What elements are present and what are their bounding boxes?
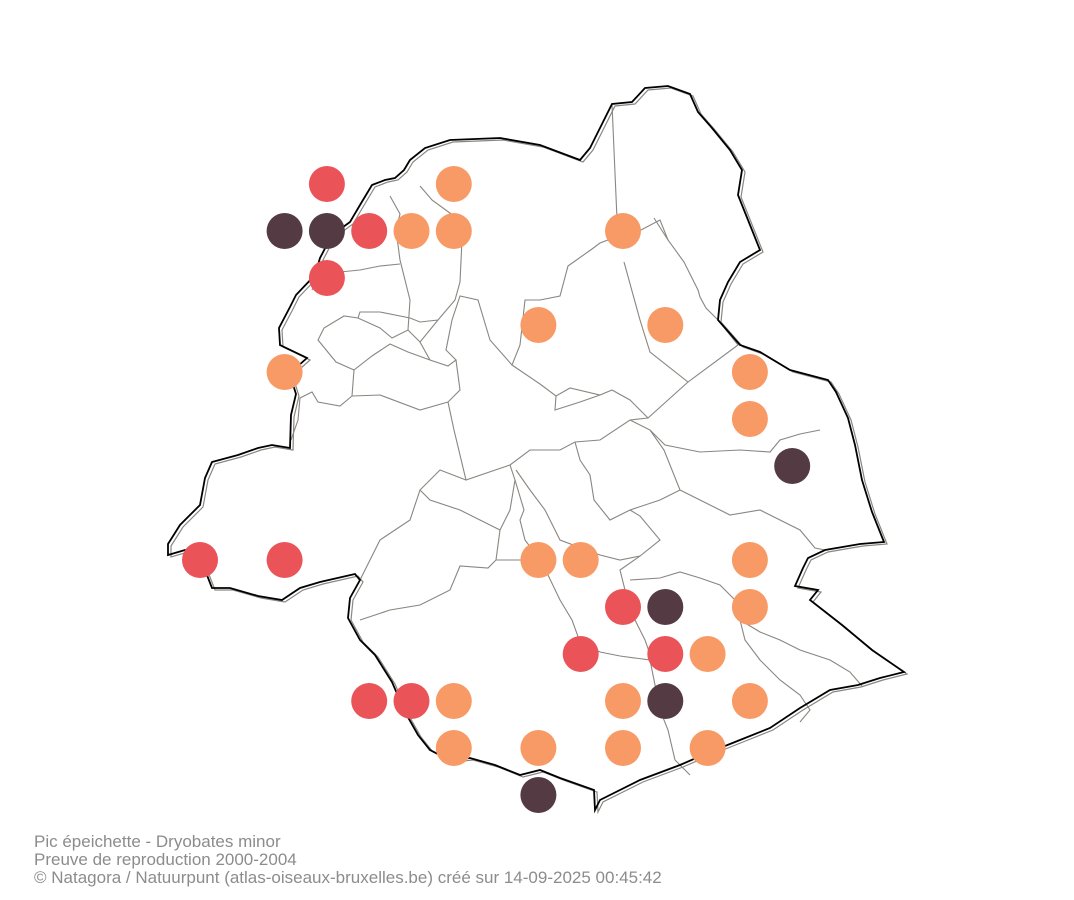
copyright-line: © Natagora / Natuurpunt (atlas-oiseaux-b… [34,868,662,887]
observation-dot-probable [647,636,684,672]
species-title: Pic épeichette - Dryobates minor [34,832,281,851]
observation-dot-possible [562,542,599,578]
observation-dot-probable [308,260,345,296]
observation-dot-probable [308,166,345,202]
observation-dot-certain [774,448,811,484]
observation-dot-possible [689,636,726,672]
observation-dot-possible [731,683,768,719]
observation-dot-possible [520,730,557,766]
observation-dot-certain [520,777,557,813]
observation-dot-probable [266,542,303,578]
observation-dot-possible [266,354,303,390]
observation-dot-certain [647,683,684,719]
observation-dot-possible [731,354,768,390]
observation-dot-probable [562,636,599,672]
municipal-borders [290,103,863,776]
observation-dot-certain [647,589,684,625]
observation-dot-probable [393,683,430,719]
observation-dot-probable [605,589,641,625]
observation-dot-certain [266,213,303,249]
observation-dot-possible [731,589,768,625]
observation-dot-possible [647,307,684,343]
observation-dot-possible [731,401,768,437]
observation-dot-probable [182,542,218,578]
map-subtitle: Preuve de reproduction 2000-2004 [34,850,297,869]
observation-dot-possible [520,307,557,343]
observation-dot-possible [731,542,768,578]
observation-dot-possible [605,213,641,249]
observation-dot-possible [435,730,472,766]
observation-dots [182,166,811,813]
observation-dot-possible [605,683,641,719]
observation-dot-possible [435,213,472,249]
observation-dot-probable [351,213,388,249]
observation-dot-probable [351,683,388,719]
observation-dot-possible [435,166,472,202]
observation-dot-possible [393,213,430,249]
observation-dot-certain [308,213,345,249]
observation-dot-possible [689,730,726,766]
observation-dot-possible [435,683,472,719]
observation-dot-possible [520,542,557,578]
observation-dot-possible [605,730,641,766]
map-caption: Pic épeichette - Dryobates minor Preuve … [34,833,662,887]
